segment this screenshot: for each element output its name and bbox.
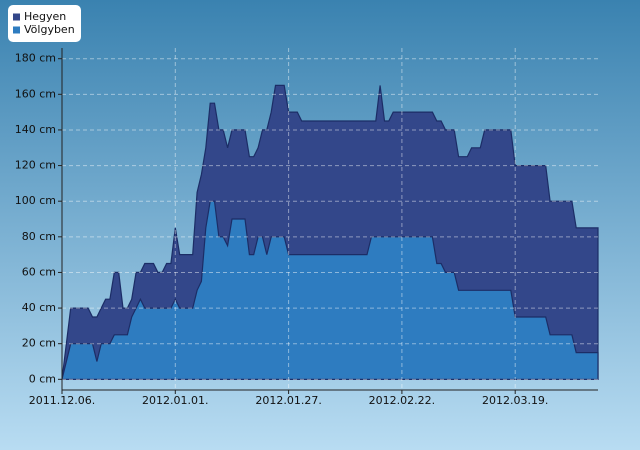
x-tick-label: 2012.02.22. bbox=[369, 394, 435, 407]
area bbox=[61, 200, 599, 380]
y-tick-label: 60 cm bbox=[22, 265, 56, 278]
y-tick-label: 20 cm bbox=[22, 337, 56, 350]
x-tick-label: 2011.12.06. bbox=[29, 394, 95, 407]
legend-label: Völgyben bbox=[24, 23, 75, 36]
y-tick-label: 100 cm bbox=[15, 194, 56, 207]
x-tick-label: 2012.01.01. bbox=[142, 394, 208, 407]
y-tick-label: 40 cm bbox=[22, 301, 56, 314]
legend-box bbox=[8, 5, 81, 42]
y-tick-label: 180 cm bbox=[15, 52, 56, 65]
legend-marker bbox=[13, 26, 20, 34]
y-tick-label: 120 cm bbox=[15, 159, 56, 172]
y-tick-label: 80 cm bbox=[22, 230, 56, 243]
legend-label: Hegyen bbox=[24, 10, 66, 23]
x-tick-label: 2012.03.19. bbox=[482, 394, 548, 407]
legend-marker bbox=[13, 13, 20, 21]
y-tick-label: 140 cm bbox=[15, 123, 56, 136]
y-tick-label: 160 cm bbox=[15, 87, 56, 100]
x-tick-label: 2012.01.27. bbox=[255, 394, 321, 407]
y-tick-label: 0 cm bbox=[29, 372, 56, 385]
